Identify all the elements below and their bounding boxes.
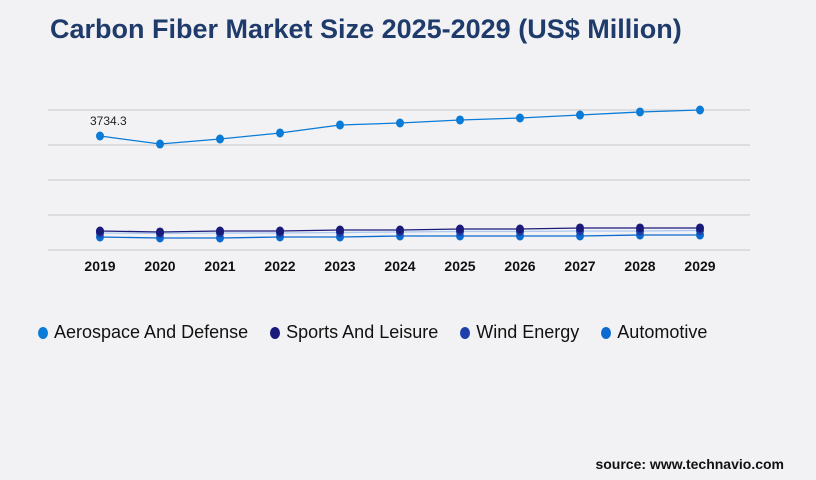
data-point xyxy=(396,118,404,128)
legend-marker-icon xyxy=(38,326,48,339)
data-point xyxy=(456,224,464,234)
legend-marker-icon xyxy=(460,326,471,339)
data-point xyxy=(276,128,284,138)
data-point xyxy=(636,223,644,233)
legend-item: Wind Energy xyxy=(460,322,579,343)
x-tick-label: 2029 xyxy=(684,258,715,274)
data-point xyxy=(96,226,104,236)
legend-marker-icon xyxy=(601,326,612,339)
x-tick-label: 2020 xyxy=(144,258,175,274)
x-tick-label: 2021 xyxy=(204,258,235,274)
data-point xyxy=(276,226,284,236)
x-tick-label: 2026 xyxy=(504,258,535,274)
data-point xyxy=(516,224,524,234)
legend-item: Aerospace And Defense xyxy=(38,322,248,343)
legend-item: Automotive xyxy=(601,322,707,343)
legend-label: Wind Energy xyxy=(476,322,580,342)
x-tick-label: 2023 xyxy=(324,258,355,274)
line-chart: 2019 2020 2021 2022 2023 2024 2025 2026 2027 2028… xyxy=(48,105,750,274)
legend-item: Sports And Leisure xyxy=(270,322,438,343)
data-point xyxy=(696,223,704,233)
data-point xyxy=(336,120,344,130)
data-point xyxy=(696,105,704,115)
data-point xyxy=(96,131,104,141)
data-point xyxy=(216,226,224,236)
data-point xyxy=(636,107,644,117)
x-tick-label: 2019 xyxy=(84,258,115,274)
data-point xyxy=(216,134,224,144)
data-point xyxy=(336,225,344,235)
legend-label: Automotive xyxy=(617,322,708,342)
legend-label: Sports And Leisure xyxy=(286,322,439,342)
legend-label: Aerospace And Defense xyxy=(54,322,249,342)
x-tick-label: 2022 xyxy=(264,258,295,274)
x-tick-label: 2027 xyxy=(564,258,595,274)
chart-title: Carbon Fiber Market Size 2025-2029 (US$ … xyxy=(50,14,682,44)
legend-marker-icon xyxy=(270,326,281,339)
data-point xyxy=(156,139,164,149)
data-point xyxy=(156,227,164,237)
data-point xyxy=(576,223,584,233)
x-tick-label: 2024 xyxy=(384,258,415,274)
data-point xyxy=(456,115,464,125)
data-point xyxy=(576,110,584,120)
source-credit: source: www.technavio.com xyxy=(595,456,784,472)
legend: Aerospace And Defense Sports And Leisure W… xyxy=(38,322,707,343)
x-tick-label: 2028 xyxy=(624,258,655,274)
data-point xyxy=(396,225,404,235)
data-label: 3734.3 xyxy=(90,114,127,128)
x-tick-label: 2025 xyxy=(444,258,475,274)
data-point xyxy=(516,113,524,123)
